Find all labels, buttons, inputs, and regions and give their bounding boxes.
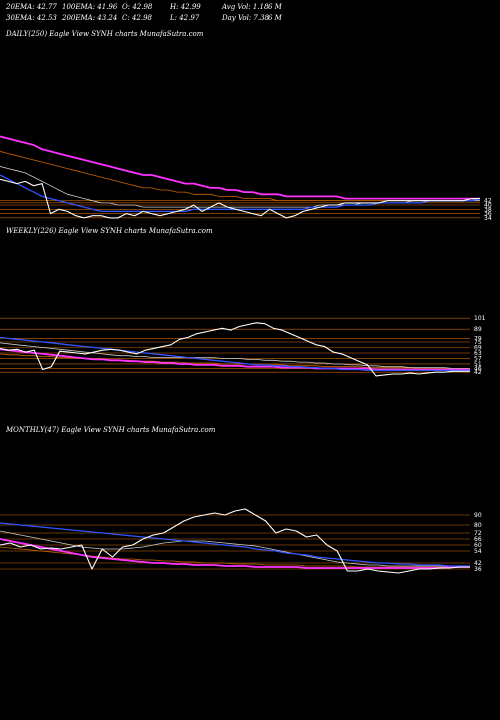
daily-ema-magenta-line [0, 135, 480, 200]
weekly-ema-magenta-line [0, 348, 470, 371]
daily-price-line [0, 178, 480, 219]
header-avg-vol: Avg Vol: 1.18 [222, 3, 269, 11]
header-day-vol: Day Vol: 7.38 [222, 14, 270, 22]
monthly-ema-blue-line [0, 522, 470, 567]
header-open: O: 42.98 [122, 3, 153, 11]
weekly-tick-label: 42 [474, 369, 482, 376]
header-high: H: 42.99 [170, 3, 201, 11]
weekly-tick-label: 63 [474, 350, 482, 357]
monthly-tick-label: 80 [474, 522, 482, 529]
daily-tick-label: 40 [484, 202, 492, 209]
weekly-ema-blue-line [0, 336, 470, 372]
weekly-tick-label: 57 [474, 355, 482, 362]
weekly-tick-label: 51 [474, 361, 482, 368]
header-100ema: 100EMA: 41.96 [62, 3, 118, 11]
monthly-tick-label: 42 [474, 560, 482, 567]
daily-tick-label: 42 [484, 198, 492, 205]
header-close: C: 42.98 [122, 14, 152, 22]
monthly-tick-label: 60 [474, 542, 482, 549]
daily-panel-title: DAILY(250) Eagle View SYNH charts Munafa… [6, 30, 204, 38]
header-30ema: 30EMA: 42.53 [6, 14, 57, 22]
monthly-tick-label: 72 [474, 530, 482, 537]
weekly-tick-label: 101 [474, 315, 486, 322]
weekly-tick-label: 89 [474, 326, 482, 333]
daily-ema-blue-line [0, 174, 481, 213]
monthly-tick-label: 54 [474, 548, 482, 555]
monthly-tick-label: 36 [474, 566, 482, 573]
weekly-tick-label: 46 [474, 366, 482, 373]
header-200ema: 200EMA: 43.24 [62, 14, 118, 22]
weekly-tick-label: 79 [474, 335, 482, 342]
monthly-ema-magenta-line [0, 538, 470, 569]
weekly-tick-label: 69 [474, 345, 482, 352]
daily-tick-label: 34 [484, 215, 492, 222]
header-20ema: 20EMA: 42.77 [6, 3, 57, 11]
monthly-tick-label: 66 [474, 536, 482, 543]
header-low: L: 42.97 [170, 14, 200, 22]
monthly-panel-title: MONTHLY(47) Eagle View SYNH charts Munaf… [6, 426, 216, 434]
weekly-ema-gray-line [0, 342, 470, 369]
weekly-panel-title: WEEKLY(226) Eagle View SYNH charts Munaf… [6, 227, 213, 235]
monthly-tick-label: 90 [474, 512, 482, 519]
daily-ema-orange-line [0, 151, 480, 202]
monthly-ema-gray-line [0, 530, 470, 567]
header-day-vol-unit: 6 M [268, 14, 282, 22]
header-avg-vol-unit: 6 M [268, 3, 282, 11]
monthly-price-line [0, 508, 470, 574]
weekly-price-line [0, 322, 470, 377]
weekly-tick-label: 75 [474, 339, 482, 346]
daily-tick-label: 38 [484, 206, 492, 213]
daily-tick-label: 36 [484, 211, 492, 218]
